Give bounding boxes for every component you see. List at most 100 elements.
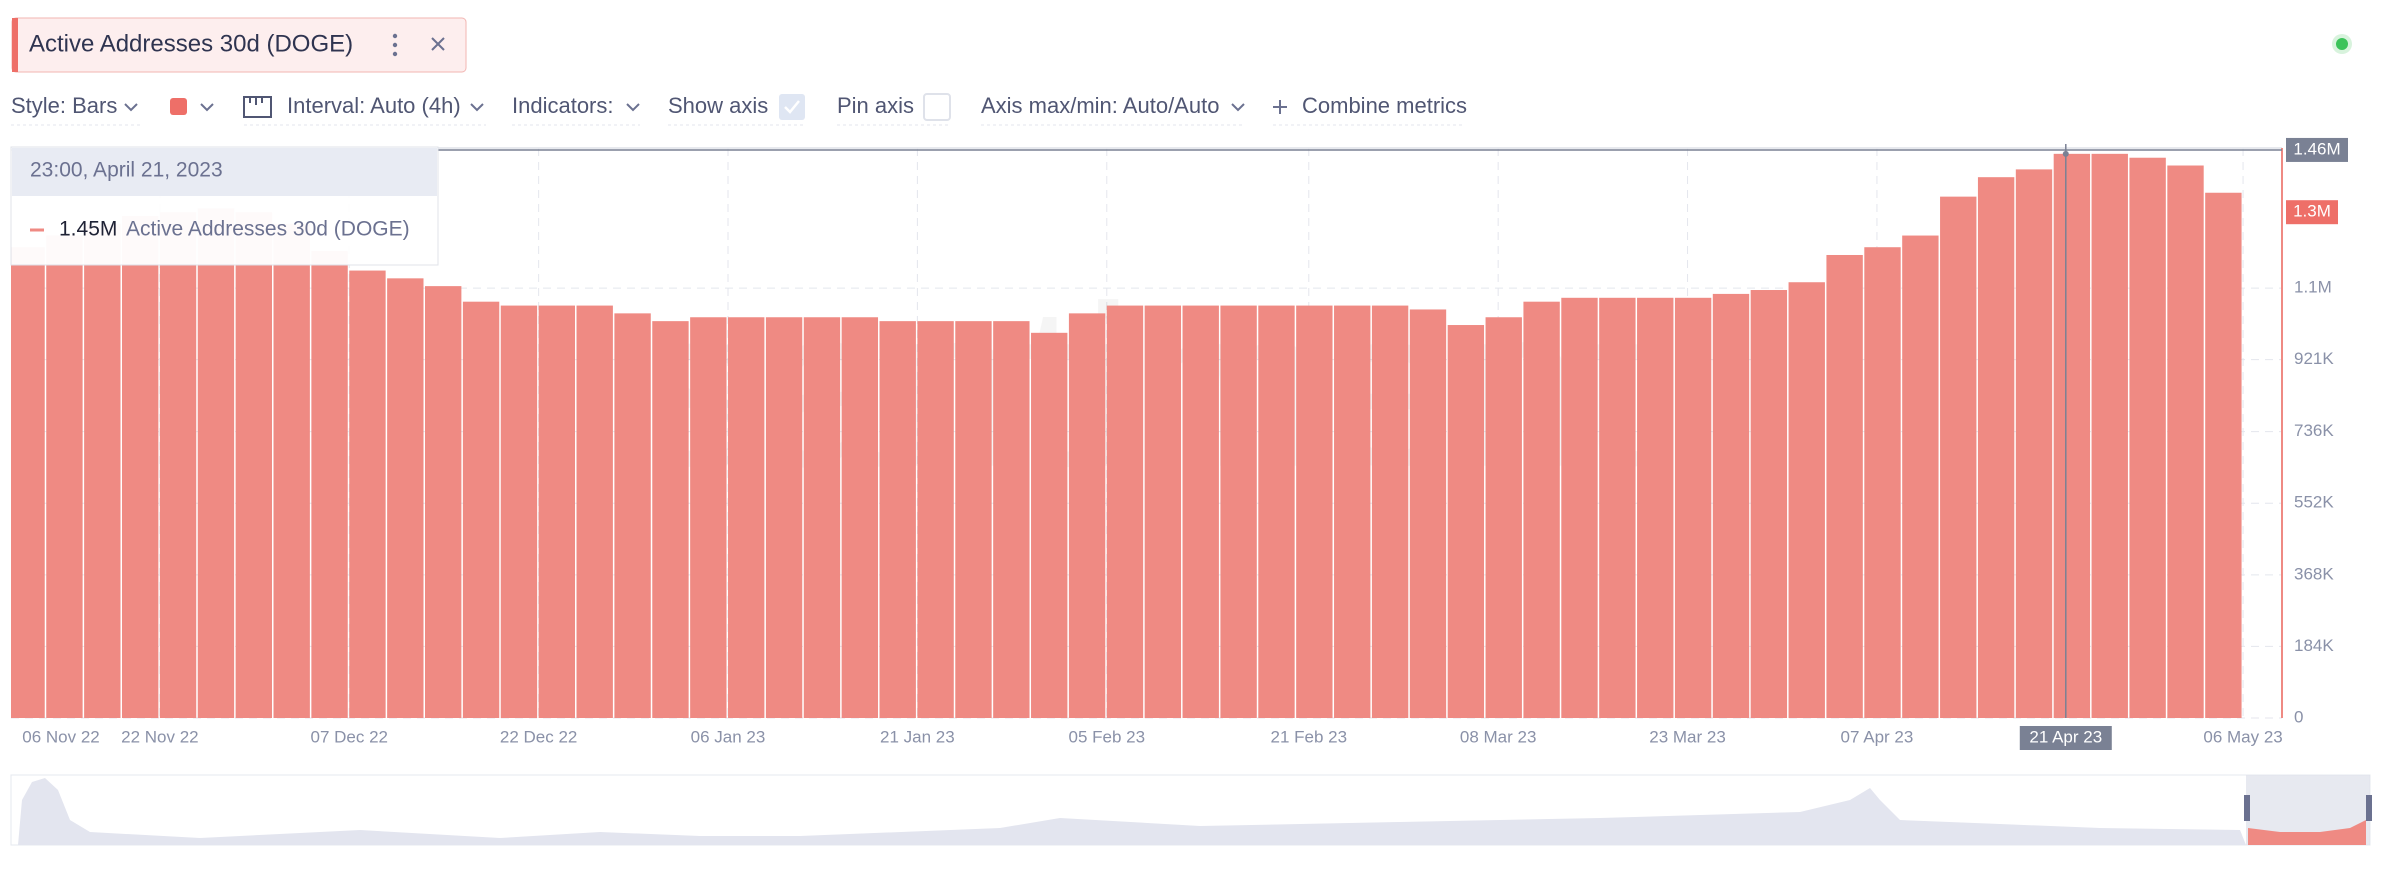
bar xyxy=(500,305,538,718)
bar xyxy=(2053,153,2091,718)
x-tick-label: 22 Dec 22 xyxy=(500,727,578,746)
chevron xyxy=(124,103,138,112)
chevron xyxy=(200,103,214,112)
y-tick-label: 1.1M xyxy=(2294,278,2332,297)
bar xyxy=(1220,305,1257,718)
y-tick-label: 0 xyxy=(2294,707,2303,726)
crosshair-x-box xyxy=(2019,726,2112,750)
bar xyxy=(273,223,310,718)
plot-area: 0 184K 368K 552K 736K 921K 1.1M 06 Nov 22 22 Nov… xyxy=(10,137,2348,750)
status-dot xyxy=(2336,38,2348,50)
bar xyxy=(955,321,992,718)
axis-range-select[interactable]: Axis max/min: Auto/Auto xyxy=(981,93,1219,118)
x-tick-label: 23 Mar 23 xyxy=(1649,727,1726,746)
tooltip-header xyxy=(12,148,437,196)
y-tick-label: 552K xyxy=(2294,493,2334,512)
y-tick-label: 736K xyxy=(2294,421,2334,440)
navigator[interactable] xyxy=(10,774,2372,846)
interval-icon-ticks xyxy=(249,97,263,105)
bar xyxy=(1940,196,1977,718)
combine-metrics-button[interactable]: Combine metrics xyxy=(1302,93,1467,118)
bar xyxy=(1523,301,1560,718)
bar xyxy=(576,305,613,718)
bar xyxy=(235,212,273,719)
x-tick-label: 05 Feb 23 xyxy=(1069,727,1146,746)
pin-axis-label: Pin axis xyxy=(837,93,914,118)
bar xyxy=(1674,297,1712,718)
chevron xyxy=(626,103,640,112)
bar xyxy=(728,317,765,718)
bar xyxy=(46,235,83,718)
bar xyxy=(2015,169,2053,719)
bar xyxy=(879,321,916,718)
chevron xyxy=(470,103,484,112)
interval-icon xyxy=(243,96,272,118)
crosshair-y-label: 1.46M xyxy=(2293,139,2340,158)
bar xyxy=(993,321,1030,718)
show-axis-label: Show axis xyxy=(668,93,768,118)
bar xyxy=(1902,235,1939,718)
bar xyxy=(2091,153,2128,718)
check-mark xyxy=(784,100,800,114)
crosshair-x-label: 21 Apr 23 xyxy=(2029,727,2102,746)
bar xyxy=(1296,305,1333,718)
y-tick-label: 184K xyxy=(2294,636,2334,655)
bar xyxy=(1258,305,1295,718)
bar xyxy=(1031,332,1068,718)
bar xyxy=(803,317,841,718)
show-axis-checkbox[interactable] xyxy=(779,94,805,120)
tooltip-series-name: Active Addresses 30d (DOGE) xyxy=(126,218,410,241)
indicators-select[interactable]: Indicators: xyxy=(512,93,614,118)
chip-accent xyxy=(12,18,18,72)
navigator-area xyxy=(18,778,2246,845)
x-tick-label: 21 Jan 23 xyxy=(880,727,955,746)
bar xyxy=(1371,305,1409,718)
bar xyxy=(1485,317,1522,718)
bar xyxy=(84,223,121,718)
x-tick-label: 06 Nov 22 xyxy=(22,727,100,746)
interval-select[interactable]: Interval: Auto (4h) xyxy=(287,93,461,118)
tooltip-date: 23:00, April 21, 2023 xyxy=(30,159,223,182)
x-tick-label: 06 May 23 xyxy=(2203,727,2282,746)
navigator-selection xyxy=(2248,820,2366,845)
pin-axis-checkbox[interactable] xyxy=(923,93,951,121)
plus-icon xyxy=(1273,100,1287,114)
last-value-box xyxy=(2286,200,2338,225)
x-tick-label: 22 Nov 22 xyxy=(121,727,199,746)
chip-close[interactable] xyxy=(431,37,445,51)
x-tick-label: 07 Apr 23 xyxy=(1841,727,1914,746)
crosshair-y-box xyxy=(2286,137,2348,162)
bar xyxy=(2129,157,2166,719)
bar xyxy=(1599,297,1636,718)
bar xyxy=(1182,305,1219,718)
x-tick-label: 21 Feb 23 xyxy=(1271,727,1348,746)
y-tick-label: 368K xyxy=(2294,564,2334,583)
bar xyxy=(1106,305,1144,718)
last-value-label: 1.3M xyxy=(2293,202,2331,221)
navigator-handle[interactable] xyxy=(2244,795,2250,821)
bar xyxy=(1409,309,1447,718)
bar xyxy=(387,278,424,718)
bar xyxy=(614,313,651,718)
bar xyxy=(2167,165,2204,718)
bar xyxy=(197,208,235,718)
color-picker[interactable] xyxy=(170,98,187,115)
bar xyxy=(1788,282,1825,718)
bar xyxy=(349,270,386,718)
style-select[interactable]: Style: Bars xyxy=(11,93,117,118)
bar xyxy=(917,321,954,718)
bar xyxy=(1334,305,1371,718)
tooltip: 23:00, April 21, 2023 1.45M Active Address… xyxy=(10,146,439,266)
chip-menu[interactable] xyxy=(392,33,398,57)
navigator-handle[interactable] xyxy=(2366,795,2372,821)
x-tick-label: 06 Jan 23 xyxy=(691,727,766,746)
hover-point xyxy=(2062,150,2069,157)
bar xyxy=(121,216,159,718)
toolbar: Style: Bars Interval: Auto (4h) Indicato… xyxy=(11,93,1467,126)
x-tick-label: 07 Dec 22 xyxy=(311,727,389,746)
bar xyxy=(1447,325,1485,718)
bar xyxy=(1826,254,1863,718)
metric-title: Active Addresses 30d (DOGE) xyxy=(29,30,353,57)
bar xyxy=(1144,305,1182,718)
